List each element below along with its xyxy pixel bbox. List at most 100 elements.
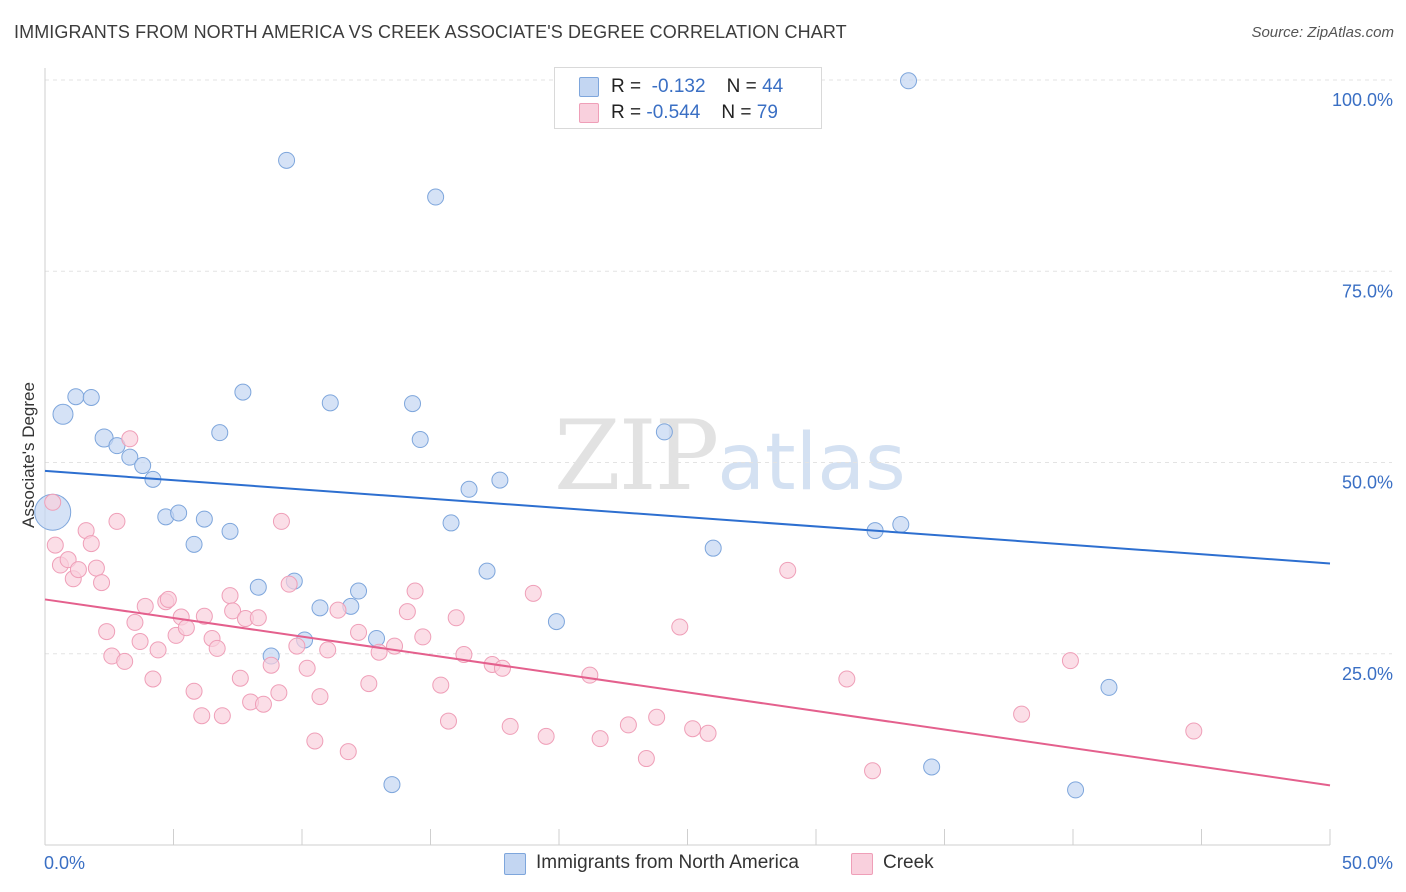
creek-point	[319, 641, 337, 659]
immigrants-point	[350, 582, 368, 600]
creek-point	[126, 613, 144, 631]
y-tick-label: 75.0%	[1342, 281, 1393, 301]
creek-point	[185, 682, 203, 700]
stats-legend: R = -0.132 N = 44 R = -0.544 N = 79	[554, 67, 822, 129]
creek-point	[231, 669, 249, 687]
immigrants-point	[491, 471, 509, 489]
x-tick-label: 50.0%	[1342, 853, 1393, 873]
chart-title: IMMIGRANTS FROM NORTH AMERICA VS CREEK A…	[14, 22, 847, 42]
legend-swatch-pink	[579, 103, 599, 123]
immigrants-point	[249, 578, 267, 596]
creek-point	[619, 716, 637, 734]
immigrants-point	[234, 383, 252, 401]
r-label: R =	[611, 102, 642, 123]
immigrants-point	[185, 535, 203, 553]
creek-point	[213, 707, 231, 725]
stats-text: R = -0.544 N = 79	[611, 102, 778, 124]
creek-point	[288, 637, 306, 655]
immigrants-point	[478, 562, 496, 580]
creek-point	[838, 670, 856, 688]
immigrants-point	[900, 72, 918, 90]
creek-point	[121, 430, 139, 448]
creek-point	[93, 574, 111, 592]
y-tick-label: 50.0%	[1342, 473, 1393, 493]
creek-point	[208, 639, 226, 657]
immigrants-point	[368, 629, 386, 647]
creek-point	[779, 561, 797, 579]
immigrants-point	[195, 510, 213, 528]
watermark-zip: ZIP	[554, 400, 719, 512]
creek-point	[864, 762, 882, 780]
immigrants-point	[892, 515, 910, 533]
y-tick-label: 25.0%	[1342, 664, 1393, 684]
creek-point	[87, 559, 105, 577]
creek-point	[306, 732, 324, 750]
creek-point	[159, 590, 177, 608]
y-axis-label: Associate's Degree	[19, 382, 38, 528]
creek-point	[501, 717, 519, 735]
creek-point	[262, 656, 280, 674]
immigrants-point	[170, 504, 188, 522]
immigrants-point	[67, 388, 85, 406]
creek-point	[447, 609, 465, 627]
immigrants-trend-line	[44, 469, 1331, 565]
creek-point	[648, 708, 666, 726]
creek-point	[329, 601, 347, 619]
creek-point	[270, 684, 288, 702]
immigrants-point	[923, 758, 941, 776]
creek-point	[46, 536, 64, 554]
series-legend: Immigrants from North America Creek	[0, 851, 1406, 877]
immigrants-point	[404, 395, 422, 413]
creek-point	[249, 609, 267, 627]
r-label: R =	[611, 76, 642, 97]
immigrants-point	[221, 522, 239, 540]
immigrants-point	[82, 388, 100, 406]
creek-point	[177, 619, 195, 637]
creek-point	[224, 602, 242, 620]
creek-point	[298, 659, 316, 677]
legend-swatch-pink	[851, 853, 873, 875]
creek-point	[98, 623, 116, 641]
creek-point	[1061, 652, 1079, 670]
immigrants-point	[1100, 678, 1118, 696]
r-value: -0.544	[646, 102, 701, 123]
immigrants-point	[442, 514, 460, 532]
creek-point	[684, 720, 702, 738]
creek-point	[591, 730, 609, 748]
immigrants-point	[704, 539, 722, 557]
immigrants-point	[321, 394, 339, 412]
creek-point	[493, 659, 511, 677]
creek-point	[108, 512, 126, 530]
creek-point	[406, 582, 424, 600]
immigrants-point	[121, 448, 139, 466]
y-tick-label: 100.0%	[1332, 90, 1393, 110]
creek-point	[637, 750, 655, 768]
legend-swatch-blue	[579, 77, 599, 97]
creek-point	[699, 724, 717, 742]
creek-point	[272, 512, 290, 530]
creek-point	[82, 535, 100, 553]
creek-point	[136, 597, 154, 615]
creek-point	[44, 493, 62, 511]
creek-point	[1185, 722, 1203, 740]
creek-point	[432, 676, 450, 694]
immigrants-point	[547, 613, 565, 631]
creek-point	[144, 670, 162, 688]
immigrants-point	[383, 776, 401, 794]
immigrants-point	[278, 151, 296, 169]
creek-point	[195, 607, 213, 625]
legend-label: Creek	[883, 852, 934, 873]
immigrants-point	[427, 188, 445, 206]
x-tick-label: 0.0%	[44, 853, 85, 873]
n-label: N =	[726, 76, 757, 97]
immigrants-point	[411, 431, 429, 449]
r-value: -0.132	[651, 76, 706, 97]
immigrants-point	[311, 599, 329, 617]
immigrants-point	[1067, 781, 1085, 799]
immigrants-point	[211, 424, 229, 442]
watermark: ZIPatlas	[554, 400, 906, 512]
creek-point	[280, 575, 298, 593]
creek-point	[671, 618, 689, 636]
n-label: N =	[721, 102, 752, 123]
